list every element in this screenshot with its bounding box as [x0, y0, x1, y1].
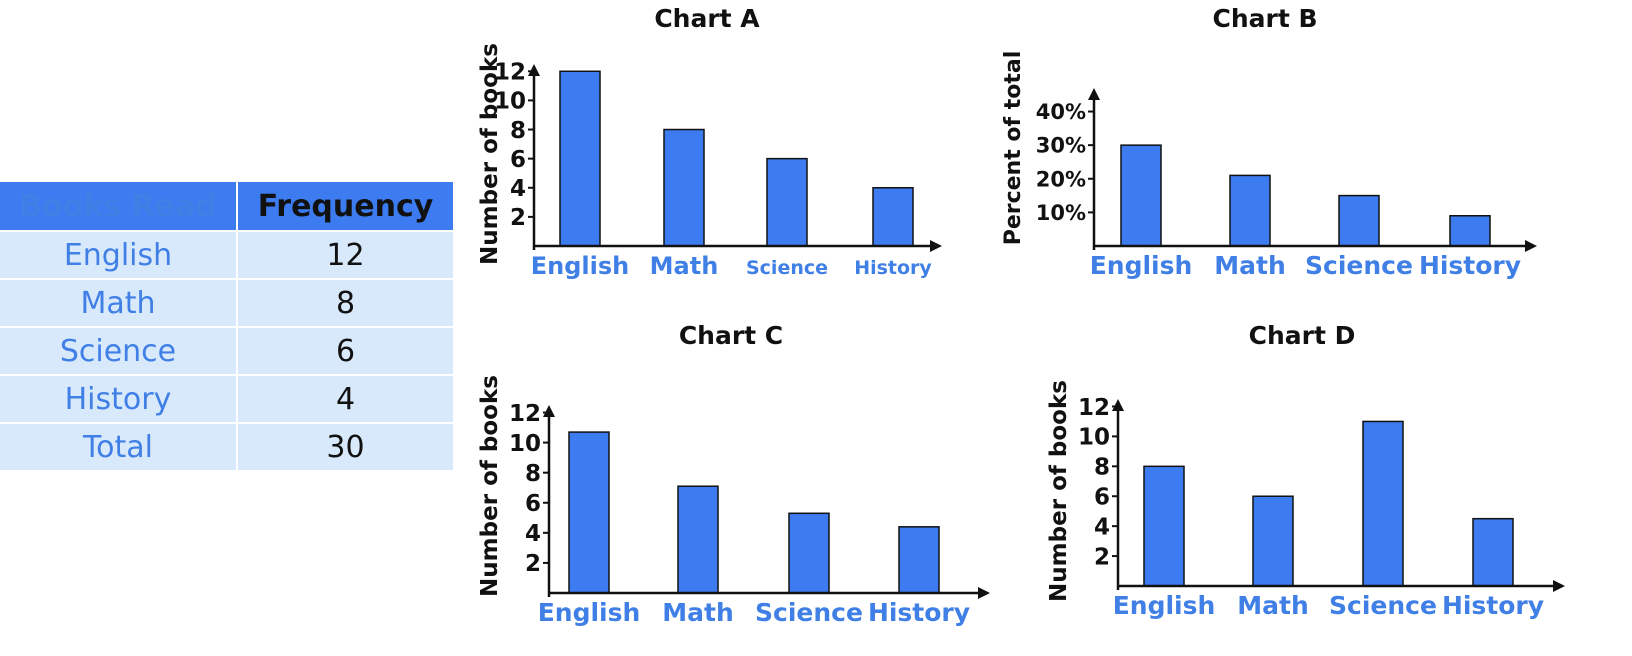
category-label-english: English: [538, 598, 641, 627]
y-tick-label: 6: [510, 147, 526, 173]
y-tick-label: 40%: [1036, 100, 1086, 124]
y-tick-label: 6: [1094, 485, 1110, 511]
table-row: Total 30: [0, 422, 453, 470]
chart-title: Chart B: [1212, 4, 1317, 33]
y-tick-label: 2: [510, 205, 526, 231]
row-total-label: Total: [0, 422, 238, 470]
row-category: English: [0, 230, 238, 279]
y-tick-label: 4: [525, 521, 541, 547]
bar-english: [568, 431, 610, 594]
table-row: Math 8: [0, 278, 453, 327]
category-label-history: History: [868, 598, 970, 627]
category-label-science: Science: [746, 257, 828, 279]
chart-b: Chart B 10% 20% 30% 40% Percent of total Engli…: [0, 0, 1537, 280]
category-label-math: Math: [650, 252, 719, 280]
bar-science: [1338, 194, 1380, 247]
y-axis-arrow: [528, 64, 540, 76]
y-tick-label: 2: [525, 551, 541, 577]
bar-history: [898, 526, 940, 594]
y-axis-arrow: [1088, 88, 1100, 100]
y-tick-label: 10%: [1036, 201, 1086, 225]
header-books-read: Books Read: [0, 182, 238, 231]
y-axis-title: Number of books: [477, 43, 503, 265]
table-row: History 4: [0, 374, 453, 423]
row-frequency: 8: [237, 278, 453, 327]
y-tick-label: 8: [1094, 455, 1110, 481]
bar-english: [559, 70, 601, 247]
bar-history: [1472, 517, 1514, 587]
bar-science: [766, 157, 808, 247]
category-label-history: History: [854, 257, 932, 279]
table-row: Science 6: [0, 326, 453, 375]
row-frequency: 12: [237, 230, 453, 279]
row-category: Math: [0, 278, 238, 327]
category-label-history: History: [1442, 591, 1544, 620]
chart-c: Chart C 2 4 6 8 10 12 Number of books English Mat…: [0, 0, 990, 627]
bar-math: [1252, 495, 1294, 587]
y-tick-label: 8: [510, 118, 526, 144]
frequency-table: Books Read Frequency English 12 Math 8 S…: [0, 182, 453, 470]
x-axis-arrow: [1553, 580, 1565, 592]
bar-english: [1143, 465, 1185, 587]
table-row: English 12: [0, 230, 453, 279]
y-tick-label: 10: [509, 431, 541, 457]
bar-science: [1362, 420, 1404, 587]
y-axis-arrow: [1112, 399, 1124, 411]
row-frequency: 4: [237, 374, 453, 423]
table-header-row: Books Read Frequency: [0, 182, 453, 231]
y-axis-title: Percent of total: [1001, 51, 1026, 246]
y-axis-title: Number of books: [1046, 380, 1072, 602]
bar-english: [1120, 144, 1162, 247]
chart-b-svg: Chart B 10% 20% 30% 40% Percent of total Engli…: [1001, 4, 1537, 280]
x-axis-arrow: [978, 587, 990, 599]
row-category: History: [0, 374, 238, 423]
y-tick-label: 8: [525, 461, 541, 487]
chart-a: Chart A 2 4 6 8 10 12 Number of books English Mat…: [0, 0, 942, 280]
bar-math: [663, 128, 705, 247]
chart-title: Chart C: [679, 321, 783, 350]
y-tick-label: 6: [525, 491, 541, 517]
header-frequency: Frequency: [237, 182, 453, 231]
chart-title: Chart A: [654, 4, 760, 33]
category-label-history: History: [1419, 251, 1521, 280]
category-label-english: English: [531, 252, 629, 280]
bar-history: [1449, 214, 1491, 247]
y-axis-title: Number of books: [477, 375, 503, 597]
category-label-science: Science: [1305, 251, 1413, 280]
category-label-english: English: [1113, 591, 1216, 620]
category-label-english: English: [1090, 251, 1193, 280]
bar-science: [788, 512, 830, 594]
y-tick-label: 20%: [1036, 167, 1086, 191]
x-axis-arrow: [930, 240, 942, 252]
y-tick-label: 10: [494, 89, 526, 115]
bar-math: [677, 485, 719, 594]
y-tick-label: 4: [1094, 514, 1110, 540]
category-label-science: Science: [755, 598, 863, 627]
category-label-math: Math: [662, 598, 734, 627]
chart-d: Chart D 2 4 6 8 10 12 Number of books English Mat…: [0, 0, 1565, 620]
y-tick-label: 12: [494, 60, 526, 86]
category-label-math: Math: [1237, 591, 1309, 620]
y-tick-label: 30%: [1036, 134, 1086, 158]
row-total-value: 30: [237, 422, 453, 470]
category-label-science: Science: [1329, 591, 1437, 620]
row-frequency: 6: [237, 326, 453, 375]
y-tick-label: 12: [1078, 395, 1110, 421]
chart-title: Chart D: [1249, 321, 1356, 350]
bar-history: [872, 187, 914, 247]
y-axis-arrow: [543, 405, 555, 417]
y-tick-label: 12: [509, 401, 541, 427]
x-axis-arrow: [1525, 240, 1537, 252]
bar-math: [1229, 174, 1271, 247]
row-category: Science: [0, 326, 238, 375]
y-tick-label: 2: [1094, 544, 1110, 570]
category-label-math: Math: [1214, 251, 1286, 280]
y-tick-label: 10: [1078, 425, 1110, 451]
y-tick-label: 4: [510, 176, 526, 202]
